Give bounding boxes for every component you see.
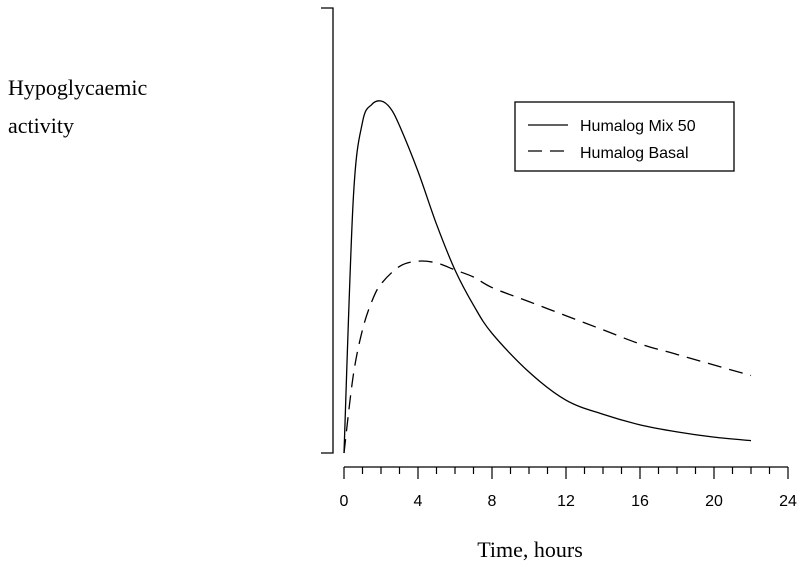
series-line-humalog-mix-50	[343, 100, 752, 454]
x-tick-label: 20	[705, 493, 723, 510]
legend-label-humalog-mix-50: Humalog Mix 50	[580, 118, 696, 135]
y-axis-label-line-1: Hypoglycaemic	[8, 75, 148, 100]
x-tick-label: 16	[631, 493, 649, 510]
x-axis-label: Time, hours	[477, 537, 583, 562]
y-axis-label-line-2: activity	[8, 113, 74, 138]
legend-box	[514, 101, 735, 172]
series-line-humalog-basal	[343, 260, 752, 454]
x-axis-tick-labels: 0 4 8 12 16 20 24	[340, 493, 797, 510]
x-tick-label: 12	[557, 493, 575, 510]
y-axis-line	[321, 7, 334, 454]
x-tick-label: 4	[414, 493, 423, 510]
series-layer	[343, 100, 752, 454]
x-tick-label: 0	[340, 493, 349, 510]
x-tick-label: 8	[488, 493, 497, 510]
legend-label-humalog-basal: Humalog Basal	[580, 145, 689, 162]
legend: Humalog Mix 50 Humalog Basal	[514, 101, 735, 172]
x-tick-label: 24	[779, 493, 797, 510]
x-axis-ticks	[343, 467, 789, 479]
